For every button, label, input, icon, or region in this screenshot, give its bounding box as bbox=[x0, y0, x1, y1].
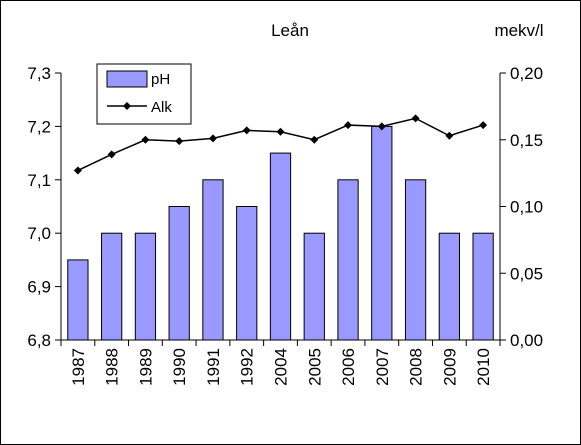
chart-title: Leån bbox=[271, 21, 309, 40]
alk-point bbox=[242, 126, 251, 135]
x-tick-label: 1992 bbox=[238, 348, 257, 386]
x-tick-label: 2009 bbox=[440, 348, 459, 386]
x-tick-label: 1989 bbox=[136, 348, 155, 386]
ph-bars bbox=[67, 125, 494, 341]
alk-point bbox=[344, 121, 353, 130]
alk-point bbox=[175, 137, 184, 146]
ph-bar bbox=[134, 232, 157, 341]
alk-point bbox=[411, 114, 420, 123]
left-tick-label: 6,9 bbox=[27, 278, 51, 297]
left-tick-label: 7,3 bbox=[27, 64, 51, 83]
ph-bar bbox=[168, 206, 190, 341]
ph-bar bbox=[269, 152, 292, 341]
legend-alk-label: Alk bbox=[151, 99, 172, 116]
alk-point bbox=[445, 131, 454, 140]
x-tick-label: 2004 bbox=[272, 348, 291, 386]
alk-point bbox=[107, 150, 116, 159]
x-tick-label: 2007 bbox=[373, 348, 392, 386]
alk-line-series bbox=[73, 114, 488, 175]
legend-ph-label: pH bbox=[151, 71, 170, 88]
left-tick-label: 7,1 bbox=[27, 171, 51, 190]
ph-bar bbox=[202, 179, 224, 341]
ph-bar bbox=[236, 206, 258, 341]
left-tick-label: 7,2 bbox=[27, 117, 51, 136]
x-tick-label: 2010 bbox=[474, 348, 493, 386]
x-tick-label: 2005 bbox=[305, 348, 324, 386]
left-tick-label: 6,8 bbox=[27, 331, 51, 350]
alk-point bbox=[377, 122, 386, 131]
x-tick-label: 2006 bbox=[339, 348, 358, 386]
ph-bar bbox=[67, 259, 89, 341]
legend-alk-marker bbox=[123, 102, 131, 110]
x-tick-label: 1991 bbox=[204, 348, 223, 386]
ph-bar bbox=[101, 232, 123, 341]
ph-bar bbox=[371, 125, 393, 341]
alk-point bbox=[479, 121, 488, 130]
right-tick-label: 0,15 bbox=[510, 131, 543, 150]
ph-bar bbox=[404, 179, 427, 341]
right-tick-label: 0,20 bbox=[510, 64, 543, 83]
ph-bar bbox=[303, 232, 325, 341]
x-tick-label: 1990 bbox=[170, 348, 189, 386]
alk-point bbox=[276, 127, 285, 136]
x-tick-label: 2008 bbox=[407, 348, 426, 386]
right-axis-ticks: 0,00 0,05 0,10 0,15 0,20 bbox=[500, 64, 543, 350]
legend: pH Alk bbox=[96, 63, 192, 125]
left-tick-label: 7,0 bbox=[27, 224, 51, 243]
right-axis-label: mekv/l bbox=[494, 21, 543, 40]
legend-ph-swatch bbox=[106, 70, 148, 88]
ph-bar bbox=[472, 232, 494, 341]
x-tick-label: 1987 bbox=[69, 348, 88, 386]
left-axis-ticks: 6,8 6,9 7,0 7,1 7,2 7,3 bbox=[27, 64, 61, 350]
alk-point bbox=[208, 134, 217, 143]
alk-point bbox=[73, 166, 82, 175]
right-tick-label: 0,00 bbox=[510, 331, 543, 350]
alk-point bbox=[310, 135, 319, 144]
ph-bar bbox=[438, 232, 460, 341]
alk-point bbox=[141, 135, 150, 144]
x-tick-label: 1988 bbox=[103, 348, 122, 386]
right-tick-label: 0,05 bbox=[510, 264, 543, 283]
right-tick-label: 0,10 bbox=[510, 198, 543, 217]
ph-bar bbox=[337, 179, 359, 341]
x-axis-ticks: 1987 1988 1989 1990 1991 1992 2004 2005 2006 2007… bbox=[60, 340, 501, 386]
